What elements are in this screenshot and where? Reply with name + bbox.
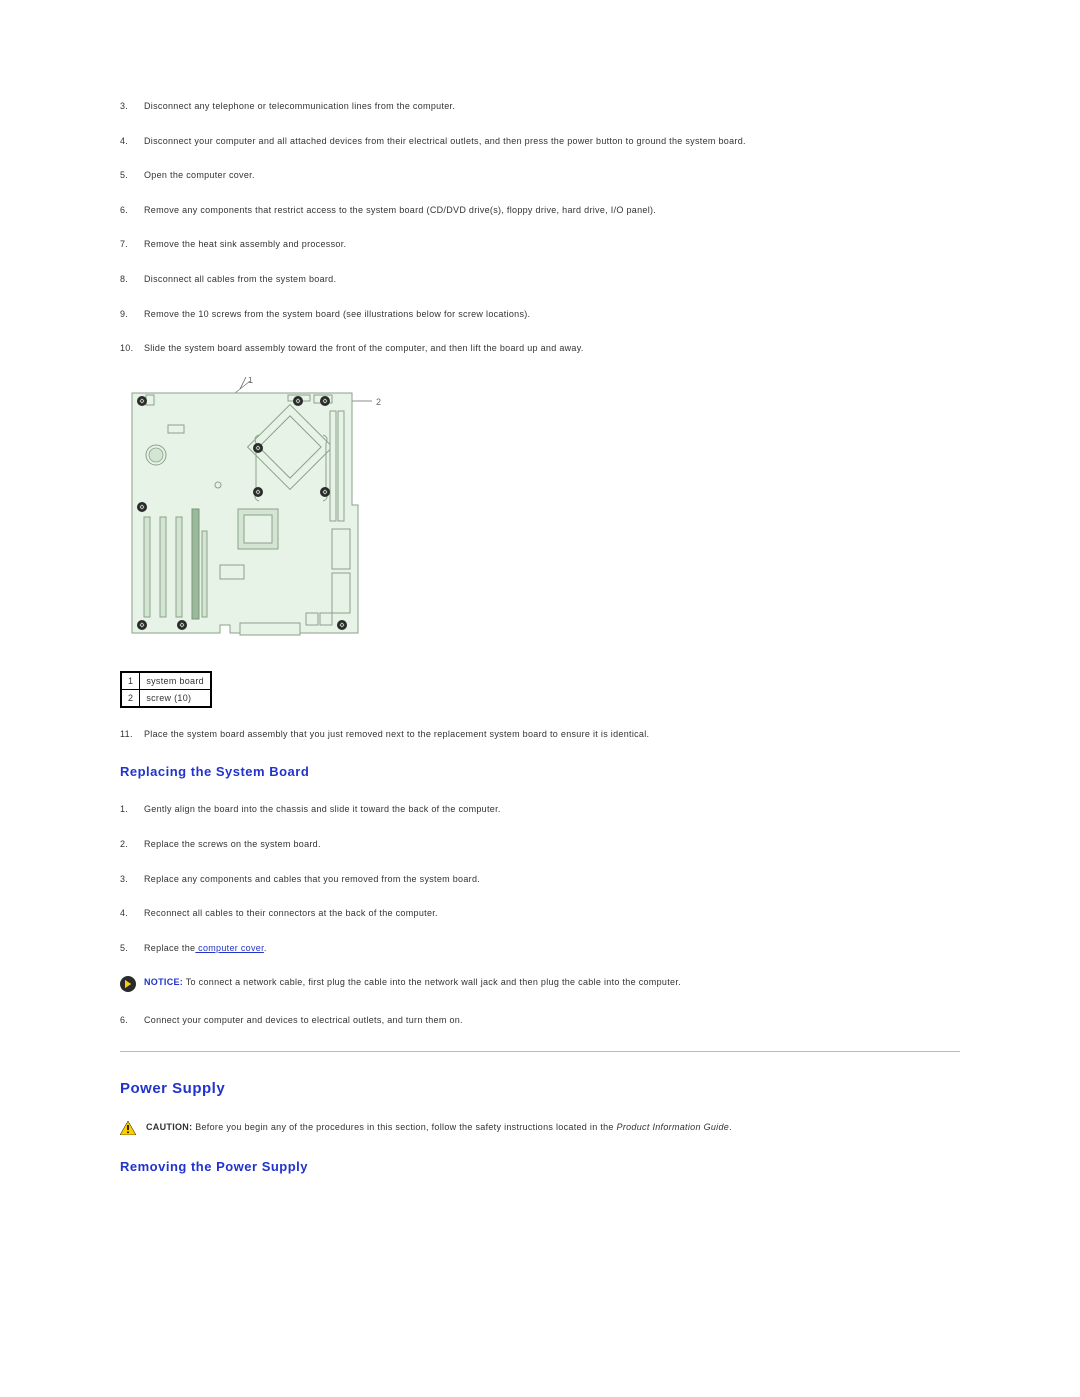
removal-steps-cont: 11. Place the system board assembly that … [120,728,960,741]
step-text: Replace any components and cables that y… [144,874,480,884]
step-text: Remove any components that restrict acce… [144,205,656,215]
heading-replacing-system-board: Replacing the System Board [120,764,960,779]
step-text: Place the system board assembly that you… [144,729,649,739]
step-num: 11. [120,728,133,741]
step-text: Gently align the board into the chassis … [144,804,501,814]
step-num: 5. [120,169,128,182]
step-b3: 3.Replace any components and cables that… [144,873,960,886]
replacing-steps: 1. Gently align the board into the chassi… [120,803,960,954]
step-num: 10. [120,342,133,355]
step-num: 7. [120,238,128,251]
step-11: 11.Place the system board assembly that … [144,728,960,741]
notice-lead: NOTICE: [144,977,183,987]
step-text: Disconnect your computer and all attache… [144,136,746,146]
diagram-legend: 1 system board 2 screw (10) [120,671,212,708]
notice-icon [120,976,136,992]
step-10: 10.Slide the system board assembly towar… [144,342,960,355]
step-text: Disconnect all cables from the system bo… [144,274,336,284]
caution-italic: Product Information Guide [617,1122,730,1132]
step-text: Reconnect all cables to their connectors… [144,908,438,918]
caution-icon [120,1121,136,1135]
notice-block: NOTICE: To connect a network cable, firs… [120,976,960,992]
step-4: 4.Disconnect your computer and all attac… [144,135,960,148]
caution-block: CAUTION: Before you begin any of the pro… [120,1121,960,1135]
caution-text: CAUTION: Before you begin any of the pro… [146,1121,732,1134]
computer-cover-link[interactable]: computer cover [195,943,264,953]
step-text: Replace the screws on the system board. [144,839,321,849]
step-num: 2. [120,838,128,851]
step-5: 5.Open the computer cover. [144,169,960,182]
section-divider [120,1051,960,1052]
step-b5: 5. Replace the computer cover. [144,942,960,955]
removal-steps: 3. Disconnect any telephone or telecommun… [120,100,960,355]
legend-num: 2 [121,689,140,707]
step-9: 9.Remove the 10 screws from the system b… [144,308,960,321]
step-text: Connect your computer and devices to ele… [144,1015,463,1025]
heading-removing-power-supply: Removing the Power Supply [120,1159,960,1174]
step-num: 4. [120,907,128,920]
legend-label: system board [140,672,211,690]
step-num: 6. [120,1014,128,1027]
step-7: 7.Remove the heat sink assembly and proc… [144,238,960,251]
step-b4: 4.Reconnect all cables to their connecto… [144,907,960,920]
step-b2: 2.Replace the screws on the system board… [144,838,960,851]
motherboard-svg: 1 2 [120,377,390,657]
step-num: 6. [120,204,128,217]
step-text: Remove the heat sink assembly and proces… [144,239,346,249]
step-text: Remove the 10 screws from the system boa… [144,309,530,319]
step-text: Slide the system board assembly toward t… [144,343,584,353]
callout-1: 1 [248,377,253,385]
system-board-diagram: 1 2 [120,377,960,708]
step-num: 3. [120,873,128,886]
step-text: Open the computer cover. [144,170,255,180]
step-text-post: . [264,943,267,953]
step-num: 9. [120,308,128,321]
legend-row: 2 screw (10) [121,689,211,707]
heading-power-supply: Power Supply [120,1080,960,1097]
step-num: 3. [120,100,128,113]
callout-2: 2 [376,397,381,407]
caution-body: Before you begin any of the procedures i… [195,1122,616,1132]
legend-label: screw (10) [140,689,211,707]
step-3: 3.Disconnect any telephone or telecommun… [144,100,960,113]
caution-post: . [729,1122,732,1132]
step-num: 1. [120,803,128,816]
replacing-steps-cont: 6. Connect your computer and devices to e… [120,1014,960,1027]
step-b1: 1.Gently align the board into the chassi… [144,803,960,816]
step-num: 8. [120,273,128,286]
step-num: 5. [120,942,128,955]
step-6: 6.Remove any components that restrict ac… [144,204,960,217]
step-text: Disconnect any telephone or telecommunic… [144,101,455,111]
step-b6: 6.Connect your computer and devices to e… [144,1014,960,1027]
step-8: 8.Disconnect all cables from the system … [144,273,960,286]
step-num: 4. [120,135,128,148]
legend-num: 1 [121,672,140,690]
legend-row: 1 system board [121,672,211,690]
caution-lead: CAUTION: [146,1122,195,1132]
step-text-pre: Replace the [144,943,195,953]
notice-text: NOTICE: To connect a network cable, firs… [144,976,681,989]
notice-body: To connect a network cable, first plug t… [183,977,681,987]
